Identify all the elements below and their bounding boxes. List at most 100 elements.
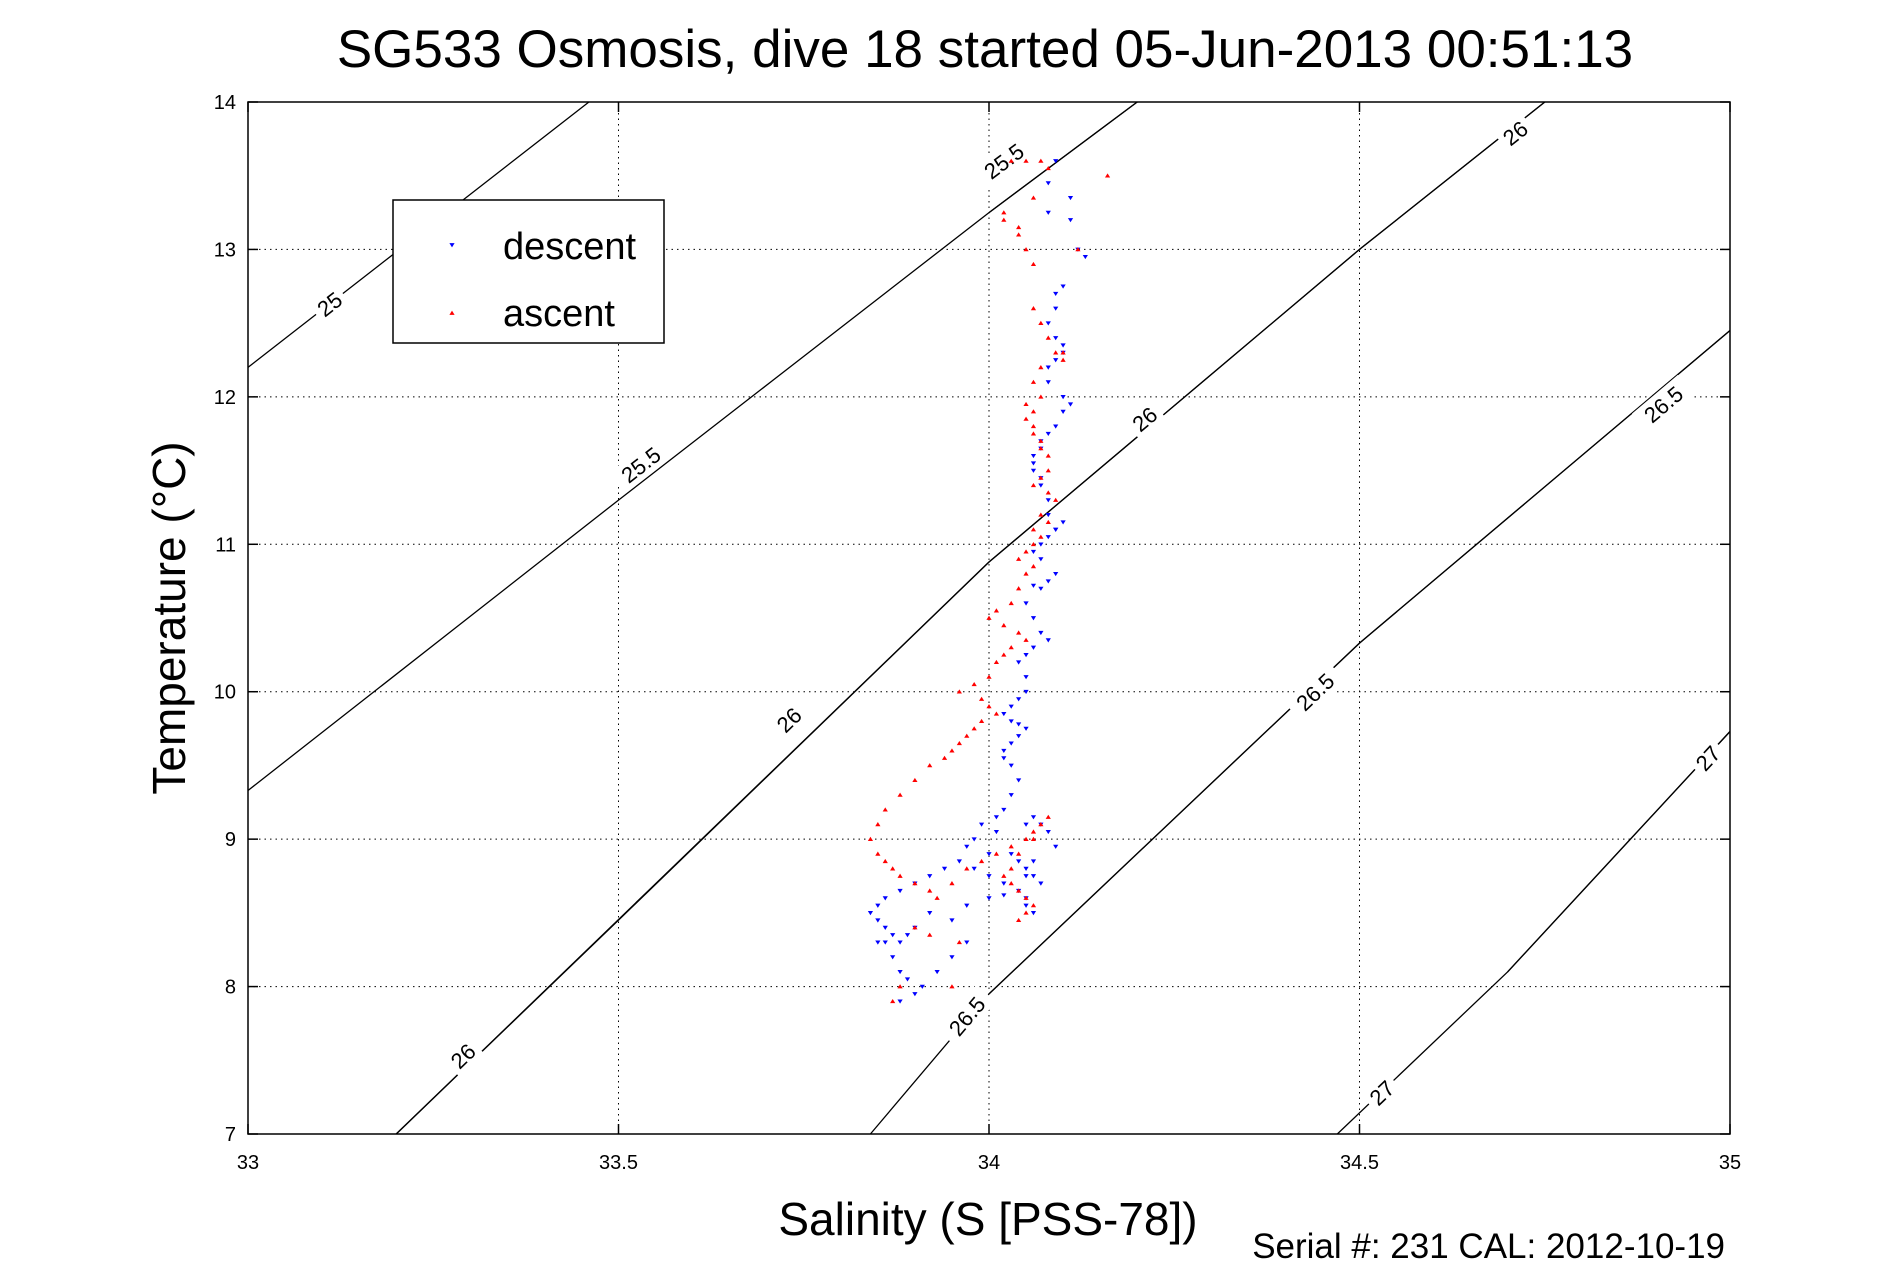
ascent-point (1023, 401, 1029, 407)
descent-point (927, 874, 933, 879)
ascent-point (1104, 173, 1111, 178)
descent-point (904, 977, 911, 982)
ascent-point (1001, 210, 1007, 215)
ascent-point (1053, 497, 1059, 502)
ascent-point (1045, 335, 1051, 340)
descent-point (1008, 763, 1014, 768)
ascent-point (1053, 350, 1059, 355)
ascent-point (986, 674, 992, 679)
contour-label-bg (609, 436, 673, 494)
descent-point (986, 874, 992, 879)
ascent-point (1038, 475, 1044, 480)
ascent-point (949, 748, 955, 753)
descent-point (1016, 734, 1022, 739)
ascent-point (1045, 490, 1051, 495)
ascent-point (897, 984, 903, 989)
ascent-point (1045, 453, 1051, 458)
ascent-point (1045, 468, 1051, 473)
ascent-point (949, 881, 955, 886)
contour-line-25-5 (988, 101, 1138, 214)
ascent-point (1008, 645, 1014, 650)
contour-label-bg (937, 984, 997, 1048)
ascent-point (1060, 350, 1066, 355)
ascent-point (1016, 586, 1022, 591)
descent-point (1045, 365, 1051, 370)
ascent-point (1008, 600, 1014, 606)
descent-point (1038, 557, 1044, 562)
contour-line-26 (395, 561, 990, 1135)
ascent-point (1001, 623, 1007, 628)
legend-label-ascent: ascent (503, 293, 615, 335)
ascent-point (1023, 910, 1029, 915)
descent-point (1008, 852, 1014, 857)
descent-point (1060, 284, 1066, 289)
ascent-point (1030, 424, 1037, 429)
contour-line-26 (988, 248, 1360, 563)
ascent-point (1008, 866, 1014, 871)
ascent-point (1030, 261, 1037, 266)
contour-label-bg (1686, 736, 1729, 780)
ascent-point (1038, 320, 1044, 325)
descent-point (904, 933, 911, 938)
descent-point (1008, 719, 1014, 724)
descent-point (964, 940, 970, 945)
descent-point (1045, 535, 1051, 540)
descent-point (1023, 822, 1029, 827)
descent-point (1023, 874, 1029, 879)
ascent-point (956, 689, 962, 694)
contour-label-bg (1360, 1071, 1403, 1114)
ascent-point (1016, 917, 1022, 923)
y-tick-label: 9 (225, 829, 236, 851)
descent-point (1016, 697, 1022, 702)
ascent-point (927, 888, 933, 893)
descent-point (1038, 542, 1044, 547)
y-tick-label: 10 (214, 682, 236, 704)
descent-point (919, 984, 925, 989)
descent-point (1030, 815, 1037, 820)
ascent-point (897, 792, 903, 797)
descent-point (1045, 579, 1051, 584)
descent-point (1016, 778, 1022, 783)
descent-point (1001, 712, 1007, 717)
ascent-point (912, 881, 918, 886)
descent-point (934, 970, 940, 975)
y-tick-label: 7 (225, 1124, 236, 1146)
ascent-point (1016, 224, 1022, 230)
ascent-point (971, 726, 977, 731)
descent-point (941, 866, 948, 871)
y-tick-label: 12 (214, 387, 236, 409)
ascent-point (1016, 630, 1022, 635)
ascent-point (1030, 829, 1037, 834)
descent-point (1023, 903, 1029, 908)
descent-point (986, 852, 992, 857)
descent-point (1023, 601, 1029, 606)
descent-point (1001, 893, 1007, 898)
ascent-point (890, 866, 896, 871)
descent-point (1030, 616, 1037, 621)
descent-point (1030, 911, 1037, 916)
descent-point (1045, 380, 1051, 385)
descent-point (1016, 859, 1022, 864)
ascent-point (1075, 247, 1081, 252)
descent-point (1023, 866, 1029, 871)
x-axis-ticks: 33 33.5 34 34.5 35 (237, 102, 1741, 1174)
ascent-point (1038, 438, 1044, 443)
footer-serial-cal: Serial #: 231 CAL: 2012-10-19 (1252, 1227, 1725, 1262)
descent-point (1001, 807, 1007, 812)
descent-point (867, 911, 874, 916)
descent-point (1060, 520, 1066, 525)
descent-point (993, 815, 1000, 820)
x-tick-label: 33.5 (599, 1152, 638, 1174)
ascent-point (875, 822, 881, 827)
descent-point (1016, 722, 1022, 727)
descent-point (1030, 645, 1037, 650)
ascent-point (1030, 903, 1037, 908)
ascent-point (1023, 895, 1029, 900)
ascent-point (912, 925, 918, 930)
descent-point (1030, 468, 1037, 473)
ascent-point (1030, 195, 1037, 200)
ascent-point (978, 718, 985, 724)
descent-point (875, 903, 881, 908)
contour-label-bg (441, 1034, 485, 1078)
ascent-point (1038, 446, 1044, 451)
